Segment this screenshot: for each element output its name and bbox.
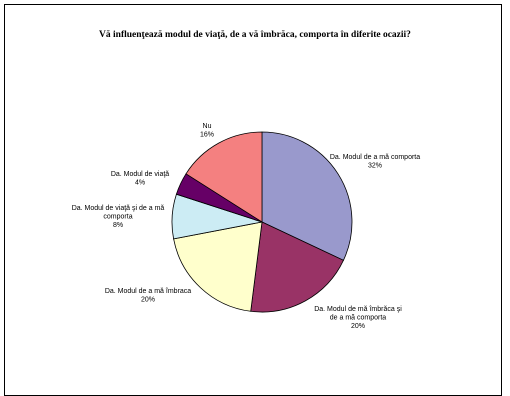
- pie-slice: [250, 221, 344, 313]
- slice-label: Da. Modul de a mă îmbraca 20%: [105, 288, 191, 304]
- pie-chart: Da. Modul de a mă comporta 32% Da. Modul d…: [72, 123, 421, 330]
- pie-slice: [261, 131, 353, 261]
- pie-slice: [173, 221, 263, 312]
- slice-label: Da. Modul de viaţă 4%: [111, 171, 169, 187]
- slice-label: Nu 16%: [200, 123, 214, 139]
- slice-label: Da. Modul de viaţă şi de a mă comporta 8%: [72, 205, 165, 229]
- slice-label: Da. Modul de mă îmbrăca şi de a mă compor…: [314, 306, 402, 330]
- slice-label: Da. Modul de a mă comporta 32%: [330, 154, 420, 170]
- pie-slice: [185, 131, 263, 223]
- chart-title: Vă influenţează modul de viaţă, de a vă …: [99, 30, 411, 40]
